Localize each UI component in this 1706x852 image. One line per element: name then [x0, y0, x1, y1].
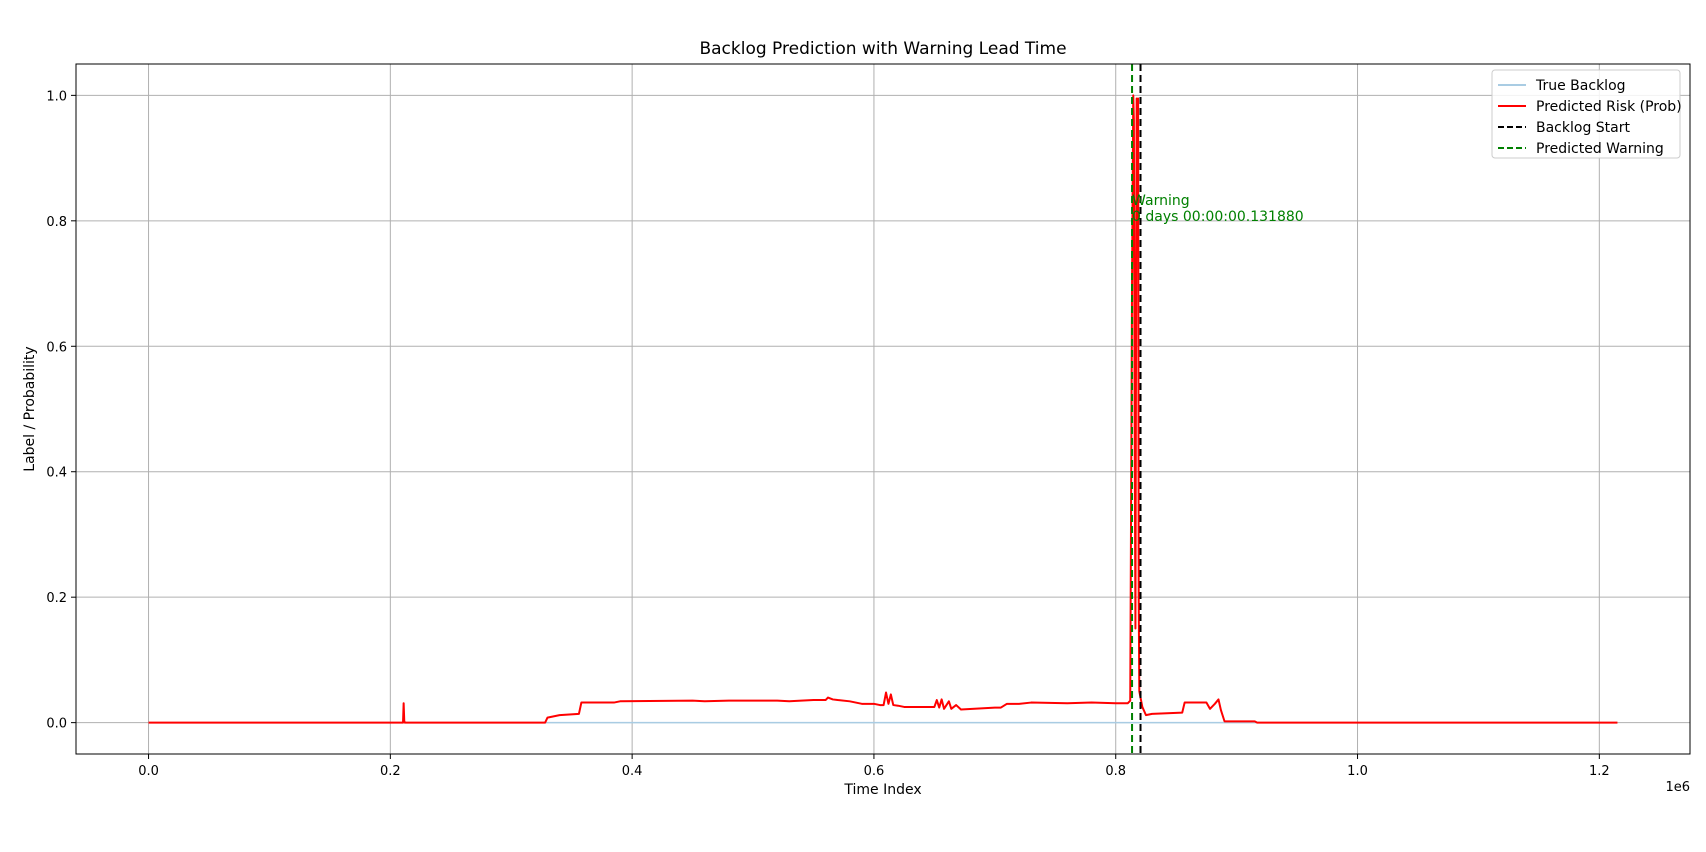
x-tick-label: 0.6 — [864, 764, 885, 779]
y-tick-label: 0.2 — [46, 591, 67, 606]
y-axis-title: Label / Probability — [22, 346, 38, 471]
series-layer — [148, 94, 1618, 724]
legend-box — [1491, 69, 1681, 159]
x-tick-label: 0.8 — [1105, 764, 1126, 779]
x-tick-label: 0.2 — [380, 764, 401, 779]
x-axis-offset-label: 1e6 — [1665, 780, 1690, 795]
legend-label: True Backlog — [1535, 78, 1626, 94]
legend-label: Backlog Start — [1536, 120, 1630, 136]
annotation-line-2: 0 days 00:00:00.131880 — [1132, 209, 1304, 225]
legend: True Backlog Predicted Risk (Prob) Backlog… — [1491, 69, 1682, 159]
y-tick-label: 0.6 — [46, 340, 67, 355]
legend-label: Predicted Warning — [1536, 141, 1664, 157]
x-axis-ticks: 0.0 0.2 0.4 0.6 0.8 1.0 1.2 — [138, 754, 1610, 779]
chart-title: Backlog Prediction with Warning Lead Tim… — [699, 39, 1066, 59]
legend-label: Predicted Risk (Prob) — [1536, 99, 1682, 115]
y-axis-ticks: 0.0 0.2 0.4 0.6 0.8 1.0 — [46, 89, 76, 732]
y-tick-label: 0.0 — [46, 717, 67, 732]
annotation-line-1: Warning — [1132, 193, 1190, 209]
y-tick-label: 0.4 — [46, 466, 67, 481]
y-tick-label: 1.0 — [46, 89, 67, 104]
x-tick-label: 0.0 — [138, 764, 159, 779]
x-tick-label: 0.4 — [622, 764, 643, 779]
grid — [76, 64, 1690, 754]
x-tick-label: 1.0 — [1347, 764, 1368, 779]
plot-frame — [75, 63, 1691, 755]
vertical-markers — [1131, 64, 1142, 754]
series-line-predicted-risk — [148, 94, 1618, 724]
x-axis-title: Time Index — [843, 782, 921, 798]
x-tick-label: 1.2 — [1589, 764, 1610, 779]
y-tick-label: 0.8 — [46, 215, 67, 230]
